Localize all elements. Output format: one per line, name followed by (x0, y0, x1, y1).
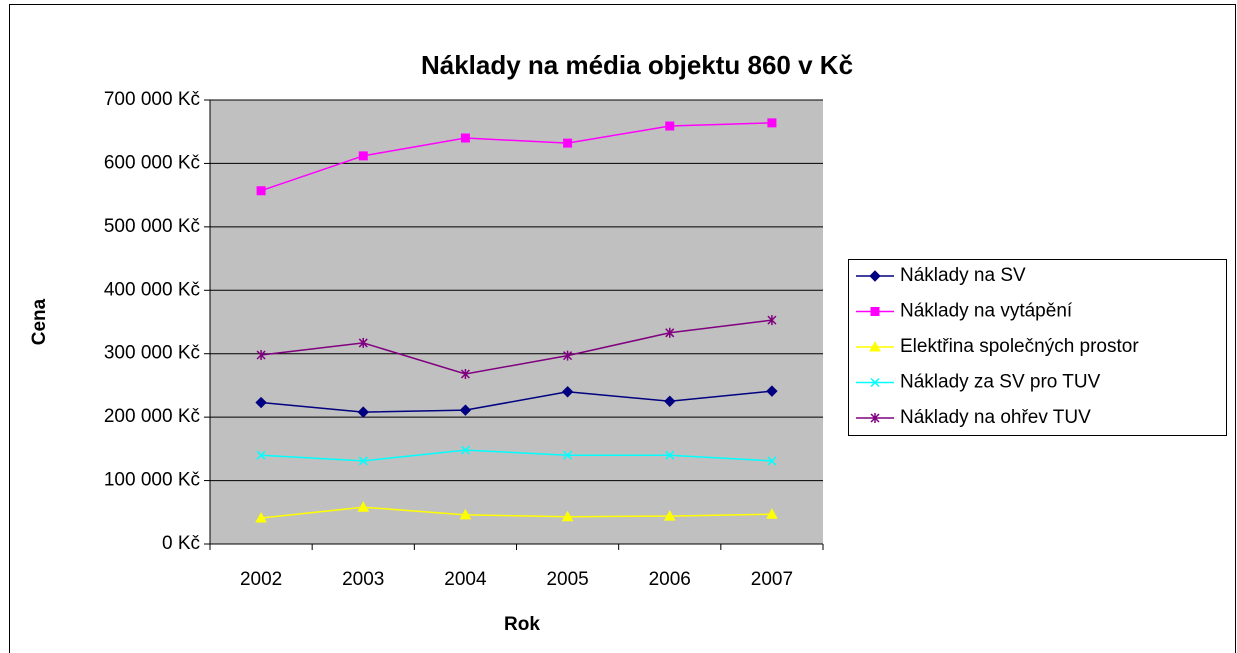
data-point (766, 385, 778, 397)
legend-text: Náklady na SV (900, 265, 1026, 286)
data-point (767, 456, 777, 466)
data-point (665, 450, 675, 460)
data-point (460, 369, 470, 380)
y-axis-label: Cena (29, 298, 50, 345)
data-point (563, 450, 573, 460)
x-axis-label: Rok (504, 614, 540, 635)
data-point (767, 315, 777, 326)
y-tick-label: 0 Kč (162, 533, 200, 554)
y-tick-label: 500 000 Kč (104, 216, 200, 237)
series-line (260, 319, 773, 375)
data-point (357, 501, 370, 512)
series-line (261, 390, 772, 413)
series-line (261, 506, 772, 519)
y-tick-label: 300 000 Kč (104, 343, 200, 364)
legend-marker (870, 413, 880, 423)
data-point (256, 186, 266, 196)
data-point (459, 404, 472, 416)
x-tick-label: 2002 (240, 569, 282, 590)
legend-text: Náklady na ohřev TUV (900, 407, 1091, 428)
data-point (563, 350, 573, 361)
legend-marker (870, 307, 880, 316)
data-point (664, 395, 676, 407)
chart-title: Náklady na média objektu 860 v Kč (421, 50, 853, 80)
series-line (261, 449, 772, 462)
y-tick-label: 600 000 Kč (104, 152, 200, 173)
legend (848, 259, 1227, 436)
data-point (460, 133, 470, 143)
data-point (665, 121, 675, 131)
data-point (460, 445, 470, 455)
legend-text: Náklady za SV pro TUV (900, 372, 1101, 393)
x-tick-label: 2003 (342, 569, 384, 590)
data-point (256, 450, 266, 460)
data-point (665, 327, 675, 338)
data-point (358, 151, 368, 161)
legend-text: Elektřina společných prostor (900, 336, 1139, 357)
data-point (561, 386, 574, 398)
legend-text: Náklady na vytápění (900, 301, 1073, 322)
legend-marker (870, 377, 880, 388)
data-point (561, 510, 574, 522)
data-point (256, 349, 266, 360)
data-point (766, 508, 778, 519)
x-tick-label: 2006 (649, 569, 691, 590)
plot-area (210, 100, 823, 544)
legend-marker (869, 270, 881, 282)
data-point (563, 138, 573, 148)
x-tick-label: 2007 (751, 569, 793, 590)
y-tick-label: 400 000 Kč (104, 279, 200, 300)
data-point (255, 511, 267, 523)
x-tick-label: 2004 (444, 569, 487, 590)
y-tick-label: 200 000 Kč (104, 406, 200, 427)
data-point (767, 118, 777, 128)
x-tick-label: 2005 (546, 569, 588, 590)
data-point (663, 510, 676, 521)
data-point (358, 456, 368, 466)
y-tick-label: 100 000 Kč (104, 470, 200, 491)
data-point (358, 337, 368, 348)
data-point (255, 396, 267, 409)
series-line (260, 122, 772, 192)
legend-marker (869, 340, 881, 352)
y-tick-label: 700 000 Kč (104, 89, 200, 110)
data-point (357, 406, 369, 418)
data-point (459, 508, 472, 520)
